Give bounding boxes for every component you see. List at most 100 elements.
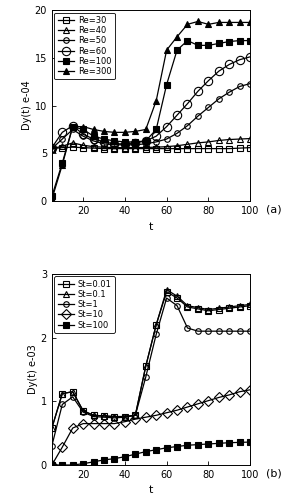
St=0.01	[113, 414, 116, 420]
Re=30	[123, 146, 127, 152]
Re=300	[206, 22, 210, 28]
St=10	[113, 420, 116, 426]
St=100	[123, 454, 127, 460]
Re=50	[175, 130, 179, 136]
Re=30	[228, 146, 231, 152]
St=10	[102, 420, 106, 426]
St=0.01	[144, 363, 148, 369]
St=0.1	[154, 322, 158, 328]
St=0.01	[134, 412, 137, 418]
St=0.01	[102, 413, 106, 419]
Re=30	[134, 146, 137, 152]
St=10	[60, 444, 64, 450]
Re=300	[217, 20, 221, 26]
Re=50	[144, 141, 148, 147]
St=0.1	[186, 302, 189, 308]
Re=300	[102, 128, 106, 134]
St=1	[50, 443, 54, 449]
St=0.01	[238, 304, 242, 310]
Re=100	[102, 136, 106, 142]
Re=50	[196, 113, 200, 119]
St=0.1	[228, 304, 231, 310]
Line: Re=60: Re=60	[48, 52, 254, 152]
St=1	[165, 295, 168, 301]
Re=300	[154, 98, 158, 104]
Re=100	[123, 139, 127, 145]
Re=50	[206, 104, 210, 110]
St=1	[217, 328, 221, 334]
St=10	[71, 425, 74, 431]
St=0.01	[154, 322, 158, 328]
St=10	[134, 416, 137, 422]
St=100	[165, 445, 168, 451]
Re=50	[50, 146, 54, 152]
St=100	[196, 442, 200, 448]
Re=300	[196, 18, 200, 24]
St=0.01	[217, 306, 221, 312]
Re=60	[165, 124, 168, 130]
St=1	[81, 409, 85, 415]
Re=100	[186, 38, 189, 44]
Re=60	[60, 130, 64, 136]
Re=50	[81, 133, 85, 139]
Re=30	[92, 145, 95, 151]
Re=100	[50, 194, 54, 200]
Re=50	[154, 139, 158, 145]
Re=50	[186, 122, 189, 128]
Re=60	[102, 139, 106, 145]
Re=100	[206, 42, 210, 48]
St=0.1	[113, 414, 116, 420]
St=0.1	[50, 425, 54, 431]
Line: Re=50: Re=50	[49, 81, 253, 152]
Re=300	[165, 47, 168, 53]
St=100	[238, 440, 242, 446]
Re=300	[228, 20, 231, 26]
St=10	[238, 388, 242, 394]
St=10	[186, 404, 189, 410]
St=0.01	[123, 414, 127, 420]
Re=30	[196, 146, 200, 152]
St=0.1	[248, 302, 252, 308]
Re=100	[144, 138, 148, 144]
St=10	[248, 387, 252, 393]
St=0.1	[92, 412, 95, 418]
Line: Re=30: Re=30	[49, 144, 253, 152]
St=0.01	[186, 304, 189, 310]
Re=30	[165, 146, 168, 152]
Re=100	[165, 82, 168, 87]
St=10	[123, 418, 127, 424]
St=1	[60, 402, 64, 407]
Re=30	[60, 144, 64, 150]
St=1	[154, 332, 158, 338]
Re=60	[113, 141, 116, 147]
Re=100	[196, 42, 200, 48]
Re=100	[71, 124, 74, 130]
St=10	[196, 401, 200, 407]
Re=100	[238, 38, 242, 44]
St=0.1	[123, 414, 127, 420]
St=10	[206, 398, 210, 404]
St=10	[154, 412, 158, 418]
St=100	[81, 460, 85, 466]
Re=60	[154, 133, 158, 139]
Re=50	[228, 89, 231, 95]
Re=60	[196, 88, 200, 94]
Re=40	[165, 144, 168, 150]
Line: Re=300: Re=300	[49, 18, 253, 202]
Re=300	[248, 20, 252, 26]
St=100	[50, 462, 54, 468]
St=0.01	[92, 412, 95, 418]
St=1	[71, 394, 74, 400]
Re=60	[123, 141, 127, 147]
Re=100	[81, 126, 85, 132]
Re=50	[113, 142, 116, 148]
Re=50	[71, 126, 74, 132]
St=100	[71, 462, 74, 468]
St=1	[248, 328, 252, 334]
Line: St=0.1: St=0.1	[49, 287, 253, 431]
St=100	[134, 451, 137, 457]
Re=30	[175, 146, 179, 152]
Re=30	[144, 146, 148, 152]
St=100	[186, 442, 189, 448]
Re=60	[81, 132, 85, 138]
